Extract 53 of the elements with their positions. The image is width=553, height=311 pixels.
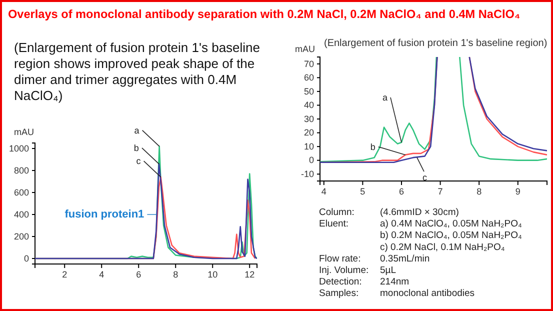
x-tick-label: 7 — [438, 186, 443, 196]
annotation: a — [134, 125, 140, 136]
text: Eluent: — [319, 218, 349, 230]
x-tick-label: 10 — [208, 269, 218, 280]
y-tick-label: 0 — [308, 155, 314, 166]
y-tick-label: 30 — [304, 114, 314, 124]
annotation: c — [422, 172, 428, 183]
y-tick-label: 10 — [304, 141, 314, 152]
annotation: b — [370, 142, 376, 152]
x-tick-label: 12 — [244, 269, 255, 280]
y-axis-title: mAU — [295, 44, 315, 54]
annotation: a — [382, 92, 388, 102]
y-tick-label: 600 — [14, 187, 29, 198]
text: a) 0.4M NaClO₄, 0.05M NaH₂PO₄ — [380, 218, 522, 230]
text: Inj. Volume: — [319, 265, 369, 276]
text: Column: — [319, 207, 354, 218]
text: (4.6mmID × 30cm) — [380, 207, 459, 218]
y-tick-label: -10 — [300, 168, 314, 179]
text: monoclonal antibodies — [380, 288, 475, 300]
text: 214nm — [380, 276, 410, 288]
text: 0.35mL/min — [380, 253, 430, 264]
y-tick-label: 40 — [304, 100, 314, 110]
text: 5µL — [380, 265, 396, 276]
text: c) 0.2M NaCl, 0.1M NaH₂PO₄ — [380, 242, 505, 253]
x-tick-label: 2 — [62, 269, 68, 280]
y-tick-label: 800 — [14, 165, 29, 176]
x-tick-label: 9 — [515, 186, 520, 196]
annotation: fusion protein1 — [64, 208, 144, 220]
text: Samples: — [319, 288, 359, 300]
y-axis-title: mAU — [14, 127, 34, 137]
x-tick-label: 6 — [398, 186, 404, 196]
x-tick-label: 6 — [136, 269, 142, 280]
x-tick-label: 4 — [99, 269, 104, 280]
y-tick-label: 60 — [304, 72, 314, 83]
text: Detection: — [319, 276, 362, 288]
y-tick-label: 1000 — [8, 143, 29, 154]
x-tick-label: 5 — [360, 186, 366, 196]
chart-title: Overlays of monoclonal antibody separation with 0.2M NaCl, 0.2M NaClO₄ and 0.4M NaClO₄ — [8, 7, 520, 21]
y-tick-label: 400 — [14, 209, 29, 220]
x-tick-label: 4 — [321, 186, 326, 196]
x-tick-label: 8 — [476, 186, 482, 196]
annotation: b — [134, 142, 139, 153]
y-tick-label: 70 — [304, 58, 314, 69]
y-tick-label: 200 — [14, 231, 29, 242]
text: b) 0.2M NaClO₄, 0.05M NaH₂PO₄ — [380, 230, 522, 242]
text: (Enlargement of fusion protein 1's baseline region shows improved peak shape of the dimer and trimer aggregates with 0.4M NaClO₄) — [14, 40, 262, 104]
annotation: c — [136, 156, 142, 166]
y-tick-label: 20 — [304, 128, 314, 138]
y-tick-label: 0 — [24, 253, 29, 264]
y-tick-label: 50 — [304, 86, 314, 96]
chart-title: (Enlargement of fusion protein 1's baseline region) — [324, 38, 548, 49]
x-tick-label: 8 — [173, 269, 178, 280]
text: Flow rate: — [319, 253, 361, 264]
